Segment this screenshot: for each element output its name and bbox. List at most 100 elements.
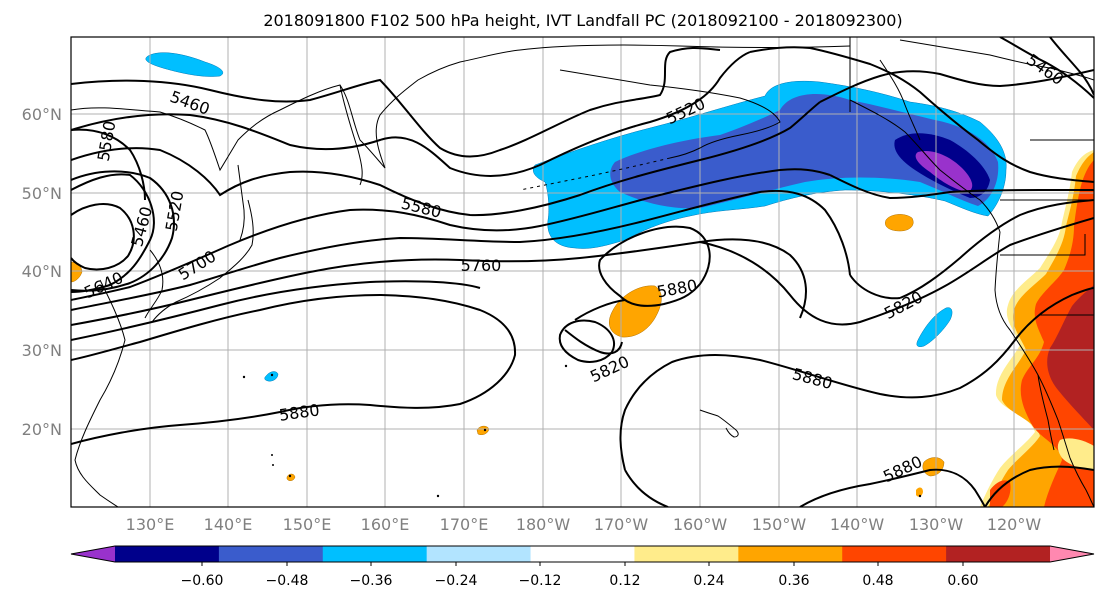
contour-5700 bbox=[71, 189, 851, 311]
colorbar-label: 0.24 bbox=[693, 573, 724, 589]
map-border bbox=[70, 36, 1095, 508]
colorbar-label: −0.24 bbox=[435, 573, 478, 589]
colorbar-outline bbox=[70, 545, 1095, 563]
coastline-baja bbox=[1037, 374, 1055, 451]
colorbar-label: 0.12 bbox=[609, 573, 640, 589]
contour-5820-east bbox=[699, 217, 1094, 326]
coastline-bc bbox=[849, 99, 1001, 233]
contour-5580-north bbox=[71, 101, 821, 217]
latitude-labels: 60°N 50°N 40°N 30°N 20°N bbox=[22, 105, 62, 439]
contour-5760-ne bbox=[999, 37, 1094, 99]
lon-label: 150°E bbox=[283, 515, 332, 534]
island-speck bbox=[288, 474, 292, 478]
contour-5580-nw bbox=[71, 128, 146, 201]
contour-5820-north-loop bbox=[71, 280, 626, 355]
island-speck bbox=[272, 464, 274, 466]
contour-5460-north bbox=[71, 47, 721, 158]
height-contours bbox=[71, 37, 1094, 507]
coastline-sakhalin bbox=[237, 164, 245, 241]
colorbar-cell bbox=[738, 546, 843, 562]
coastline-arctic bbox=[899, 39, 1094, 81]
coastline-kamchatka bbox=[339, 84, 363, 186]
contour-5880-west bbox=[71, 293, 517, 445]
shade-orange-small bbox=[885, 214, 914, 232]
contour-5520-north bbox=[71, 51, 751, 177]
contour-5460-ne bbox=[1049, 37, 1094, 96]
shade-orange-dot3 bbox=[916, 487, 923, 497]
colorbar-label: 0.60 bbox=[947, 573, 978, 589]
colorbar-label: −0.36 bbox=[350, 573, 393, 589]
lon-label: 160°W bbox=[673, 515, 728, 534]
island-speck bbox=[564, 364, 568, 368]
coastline-uswest bbox=[994, 231, 1071, 459]
map-title: 2018091800 F102 500 hPa height, IVT Land… bbox=[263, 11, 902, 30]
lon-label: 170°E bbox=[440, 515, 489, 534]
colorbar-cell bbox=[530, 546, 635, 562]
shade-westcoast-red2 bbox=[990, 480, 1011, 507]
lat-label: 20°N bbox=[22, 420, 62, 439]
colorbar-cell bbox=[946, 546, 1051, 562]
contour-5640-east bbox=[829, 174, 1094, 200]
island-speck bbox=[436, 494, 440, 498]
shade-westcoast-red bbox=[1020, 160, 1094, 507]
lon-label: 130°E bbox=[126, 515, 175, 534]
lat-label: 50°N bbox=[22, 184, 62, 203]
colorbar: −0.60 −0.48 −0.36 −0.24 −0.12 0.12 0.24 … bbox=[70, 545, 1095, 589]
contour-5520-east bbox=[749, 46, 1094, 183]
coastline-china bbox=[74, 279, 126, 507]
colorbar-cell bbox=[634, 546, 739, 562]
coastline-japan bbox=[151, 199, 254, 323]
colorbar-labels: −0.60 −0.48 −0.36 −0.24 −0.12 0.12 0.24 … bbox=[181, 573, 979, 589]
colorbar-cell bbox=[322, 546, 428, 562]
island-speck bbox=[270, 373, 274, 377]
contour-5880-far-se bbox=[984, 465, 1094, 507]
border-interior bbox=[1000, 234, 1086, 256]
map-panel: 5460 5580 5460 5520 5640 5700 5580 5760 … bbox=[70, 36, 1095, 508]
contour-5820-south-loop bbox=[558, 319, 615, 363]
contour-5520-nw-loop bbox=[71, 170, 175, 292]
coastlines bbox=[71, 37, 1094, 507]
colorbar-extend-min bbox=[71, 546, 115, 562]
contour-5820-cell bbox=[598, 225, 711, 307]
lon-label: 140°W bbox=[830, 515, 885, 534]
coastline-alaska bbox=[559, 69, 781, 159]
coastline-hawaii bbox=[699, 409, 739, 438]
coastline-aleutians bbox=[519, 157, 671, 191]
contour-5880-south bbox=[624, 468, 986, 507]
lon-label: 140°E bbox=[204, 515, 253, 534]
colorbar-label: 0.36 bbox=[778, 573, 809, 589]
lat-label: 40°N bbox=[22, 262, 62, 281]
island-speck bbox=[918, 494, 922, 498]
lon-label: 120°W bbox=[987, 515, 1042, 534]
colorbar-cell bbox=[218, 546, 324, 562]
shade-band-mid bbox=[610, 94, 999, 209]
lon-label: 180°W bbox=[516, 515, 571, 534]
shade-nw-patch bbox=[145, 52, 224, 77]
shade-band-core bbox=[915, 150, 973, 192]
island-speck bbox=[242, 375, 246, 379]
colorbar-label: −0.12 bbox=[519, 573, 562, 589]
island-speck bbox=[483, 428, 487, 432]
contour-label: 5760 bbox=[461, 256, 502, 275]
colorbar-cell bbox=[426, 546, 532, 562]
colorbar-label: 0.48 bbox=[862, 573, 893, 589]
contour-5460-nw-loop bbox=[71, 203, 135, 271]
contour-5820-ne bbox=[819, 69, 1094, 103]
colorbar-label: −0.48 bbox=[266, 573, 309, 589]
colorbar-cell bbox=[842, 546, 947, 562]
coastline-asia bbox=[71, 49, 521, 172]
island-specks bbox=[242, 364, 922, 498]
island-speck bbox=[271, 454, 273, 456]
lat-label: 30°N bbox=[22, 341, 62, 360]
colorbar-cells bbox=[70, 545, 1095, 563]
colorbar-label: −0.60 bbox=[181, 573, 224, 589]
lon-label: 150°W bbox=[752, 515, 807, 534]
lat-label: 60°N bbox=[22, 105, 62, 124]
lon-label: 130°W bbox=[909, 515, 964, 534]
contour-5700-east bbox=[899, 199, 1094, 299]
colorbar-ticks bbox=[201, 562, 964, 566]
contour-5760 bbox=[71, 238, 901, 326]
lon-label: 170°W bbox=[594, 515, 649, 534]
ivt-shading bbox=[71, 52, 1094, 507]
